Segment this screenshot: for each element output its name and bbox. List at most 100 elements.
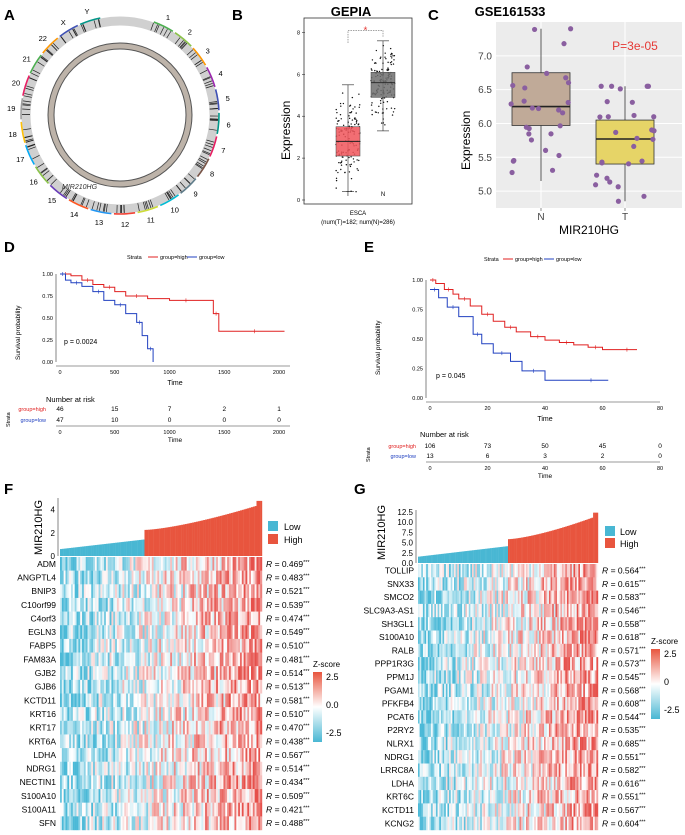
heatmap-cell bbox=[142, 597, 145, 612]
heatmap-cell bbox=[553, 643, 556, 658]
heatmap-cell bbox=[151, 734, 154, 749]
panel-c-point bbox=[568, 26, 574, 32]
heatmap-cell bbox=[192, 789, 195, 803]
chromosome-band bbox=[209, 108, 218, 110]
heatmap-cell bbox=[481, 590, 484, 605]
heatmap-cell bbox=[140, 611, 143, 626]
heatmap-cell bbox=[254, 638, 257, 653]
heatmap-cell bbox=[596, 723, 599, 738]
chromosome-band bbox=[22, 100, 31, 103]
expr-bar bbox=[168, 527, 171, 556]
panel-b-point bbox=[393, 55, 396, 57]
heatmap-cell bbox=[138, 652, 141, 667]
heatmap-cell bbox=[232, 789, 235, 803]
heatmap-cell bbox=[239, 802, 242, 817]
heatmap-cell bbox=[116, 584, 119, 599]
heatmap-cell bbox=[230, 761, 233, 776]
heatmap-cell bbox=[177, 611, 180, 626]
heatmap-cell bbox=[129, 693, 132, 708]
heatmap-cell bbox=[465, 736, 468, 751]
heatmap-cell bbox=[159, 570, 162, 585]
r-value: 0.567 bbox=[282, 750, 304, 760]
heatmap-cell bbox=[155, 570, 158, 585]
panel-b-point bbox=[390, 107, 393, 109]
heatmap-cell bbox=[153, 707, 156, 721]
heatmap-cell bbox=[476, 736, 479, 751]
heatmap-cell bbox=[249, 693, 252, 708]
heatmap-cell bbox=[588, 590, 591, 605]
heatmap-cell bbox=[142, 557, 145, 571]
heatmap-cell bbox=[111, 720, 114, 735]
heatmap-cell bbox=[245, 775, 248, 790]
heatmap-cell bbox=[514, 710, 517, 724]
heatmap-cell bbox=[463, 750, 466, 764]
panel-c-point bbox=[605, 114, 611, 120]
heatmap-cell bbox=[94, 625, 97, 640]
heatmap-cell bbox=[503, 670, 505, 684]
heatmap-cell bbox=[444, 670, 447, 684]
heatmap-cell bbox=[444, 630, 447, 644]
heatmap-cell bbox=[593, 736, 595, 751]
heatmap-cell bbox=[245, 638, 248, 653]
heatmap-cell bbox=[195, 775, 198, 790]
heatmap-cell bbox=[65, 775, 68, 790]
heatmap-cell bbox=[457, 617, 460, 631]
heatmap-cell bbox=[137, 570, 140, 585]
heatmap-cell bbox=[212, 625, 215, 640]
heatmap-cell bbox=[557, 564, 559, 578]
heatmap-cell bbox=[206, 638, 209, 653]
heatmap-cell bbox=[236, 775, 239, 790]
heatmap-cell bbox=[517, 564, 520, 578]
heatmap-cell bbox=[476, 617, 479, 631]
heatmap-cell bbox=[236, 707, 239, 721]
heatmap-cell bbox=[230, 816, 233, 831]
panel-b-point bbox=[378, 70, 381, 73]
heatmap-cell bbox=[140, 570, 143, 585]
panel-b-point bbox=[351, 96, 354, 99]
heatmap-cell bbox=[581, 657, 584, 671]
heatmap-cell bbox=[124, 789, 127, 803]
heatmap-cell bbox=[82, 625, 85, 640]
heatmap-cell bbox=[175, 584, 178, 599]
heatmap-cell bbox=[247, 597, 250, 612]
heatmap-cell bbox=[491, 603, 494, 618]
heatmap-cell bbox=[208, 570, 211, 585]
heatmap-cell bbox=[98, 761, 101, 776]
heatmap-cell bbox=[135, 625, 138, 640]
heatmap-cell bbox=[78, 816, 81, 831]
heatmap-cell bbox=[144, 775, 147, 790]
expr-bar bbox=[69, 547, 72, 556]
heatmap-cell bbox=[526, 736, 528, 751]
heatmap-cell bbox=[591, 657, 594, 671]
heatmap-cell bbox=[419, 710, 422, 724]
heatmap-cell bbox=[486, 750, 489, 764]
heatmap-cell bbox=[184, 775, 187, 790]
heatmap-cell bbox=[532, 710, 535, 724]
chromosome-label: 2 bbox=[188, 27, 192, 36]
heatmap-cell bbox=[111, 652, 114, 667]
heatmap-cell bbox=[155, 802, 158, 817]
heatmap-cell bbox=[503, 590, 505, 605]
heatmap-cell bbox=[584, 670, 587, 684]
heatmap-cell bbox=[537, 617, 540, 631]
heatmap-cell bbox=[155, 666, 158, 681]
heatmap-cell bbox=[494, 697, 497, 711]
heatmap-cell bbox=[573, 617, 576, 631]
heatmap-cell bbox=[157, 597, 160, 612]
heatmap-cell bbox=[149, 802, 153, 817]
chromosome-band bbox=[202, 150, 211, 155]
heatmap-cell bbox=[245, 816, 248, 831]
heatmap-cell bbox=[60, 789, 63, 803]
heatmap-cell bbox=[529, 590, 532, 605]
heatmap-cell bbox=[183, 638, 186, 653]
heatmap-cell bbox=[138, 748, 141, 762]
correlation-value: R = 0.434*** bbox=[266, 777, 310, 787]
heatmap-cell bbox=[138, 761, 141, 776]
heatmap-cell bbox=[104, 652, 107, 667]
heatmap-cell bbox=[203, 734, 206, 749]
heatmap-cell bbox=[201, 625, 204, 640]
heatmap-cell bbox=[584, 617, 587, 631]
chromosome-label: 8 bbox=[210, 169, 214, 178]
heatmap-cell bbox=[241, 557, 244, 571]
heatmap-cell bbox=[146, 625, 149, 640]
